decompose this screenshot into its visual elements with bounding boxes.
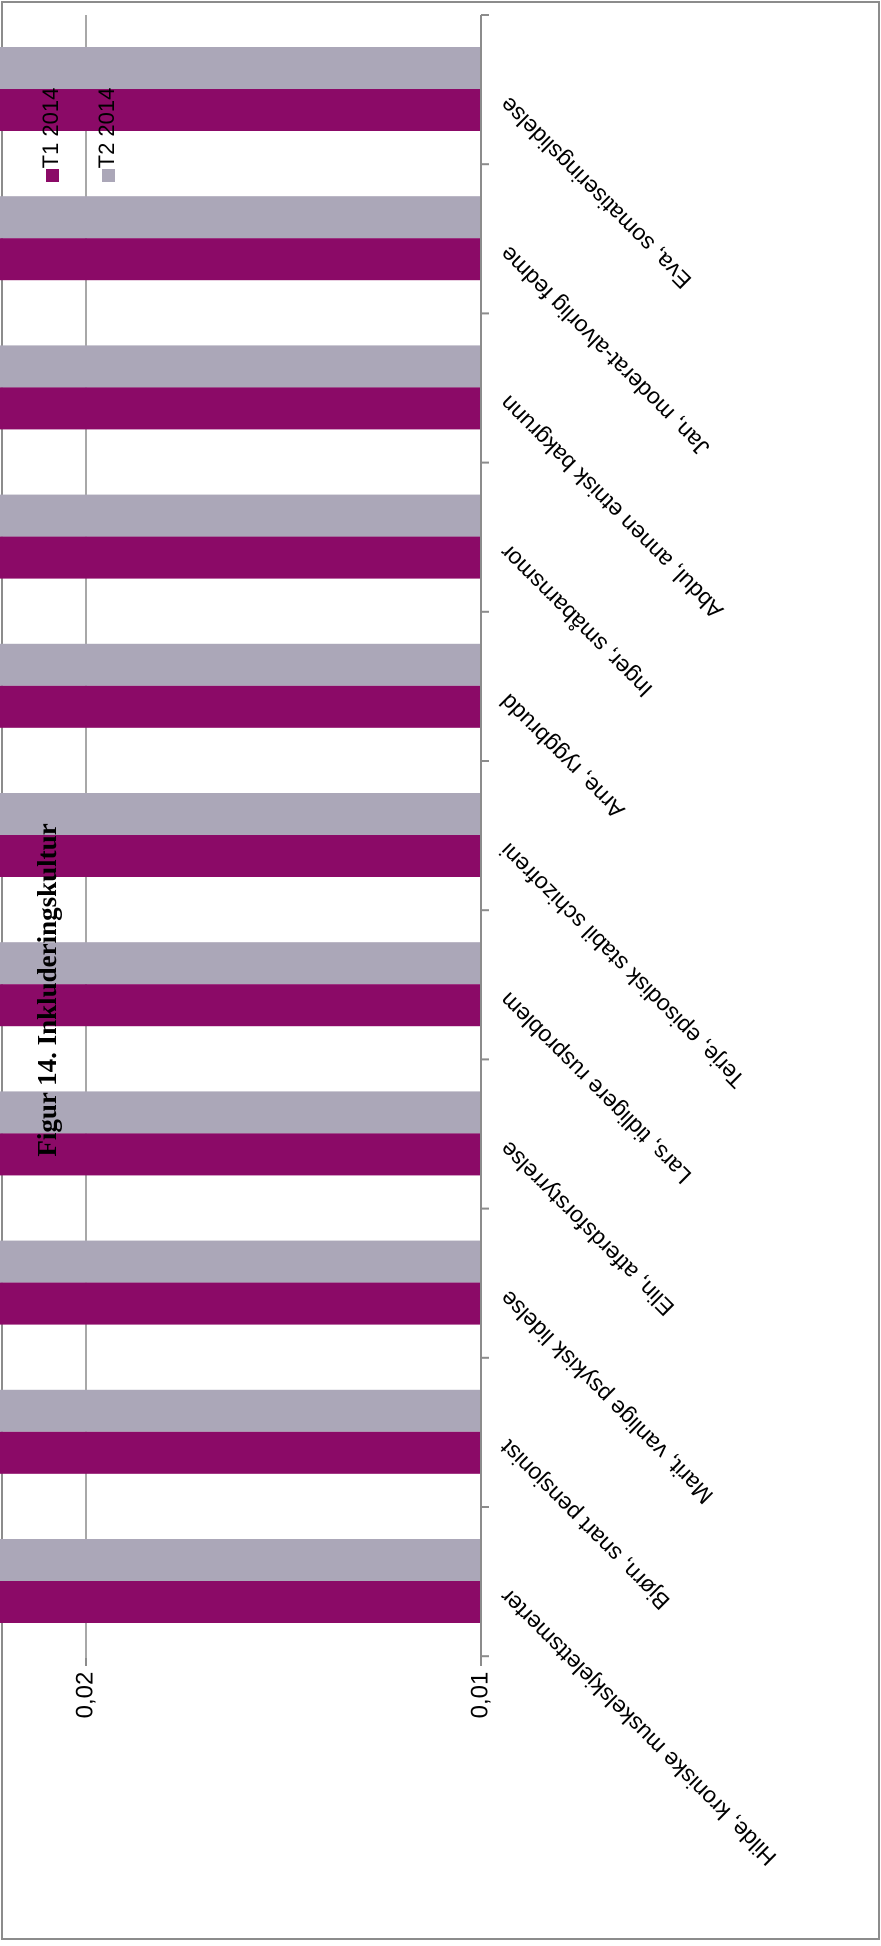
t1-bar — [0, 1581, 481, 1623]
chart-title: Figur 14. Inkluderingskultur — [32, 823, 62, 1156]
t1-bar — [0, 1133, 481, 1176]
value-tick-label: 0,02 — [71, 1672, 98, 1719]
t2-bar — [0, 643, 481, 686]
t1-bar — [0, 984, 481, 1027]
value-tick-label: 0,01 — [466, 1672, 493, 1719]
legend-swatch-t2 — [102, 169, 115, 182]
t2-bar — [0, 1539, 481, 1581]
t2-bar — [0, 793, 481, 835]
t2-bar — [0, 942, 481, 985]
legend-swatch-t1 — [46, 169, 59, 182]
t2-bar — [0, 345, 481, 388]
t1-bar — [0, 1282, 481, 1325]
t1-bar — [0, 685, 481, 728]
legend: T1 2014 T2 2014 — [38, 88, 119, 182]
t2-bar — [0, 196, 481, 239]
t2-bar — [0, 494, 481, 537]
t2-bar — [0, 1091, 481, 1134]
t1-bar — [0, 89, 481, 131]
t2-bar — [0, 1389, 481, 1432]
legend-label-t2: T2 2014 — [94, 88, 119, 169]
legend-label-t1: T1 2014 — [38, 88, 63, 169]
axes — [85, 14, 489, 1666]
t2-bar — [0, 47, 481, 89]
t1-bar — [0, 536, 481, 579]
t1-bar — [0, 238, 481, 281]
bars — [0, 47, 481, 1623]
t1-bar — [0, 387, 481, 430]
t2-bar — [0, 1240, 481, 1283]
t1-bar — [0, 1431, 481, 1474]
t1-bar — [0, 835, 481, 877]
